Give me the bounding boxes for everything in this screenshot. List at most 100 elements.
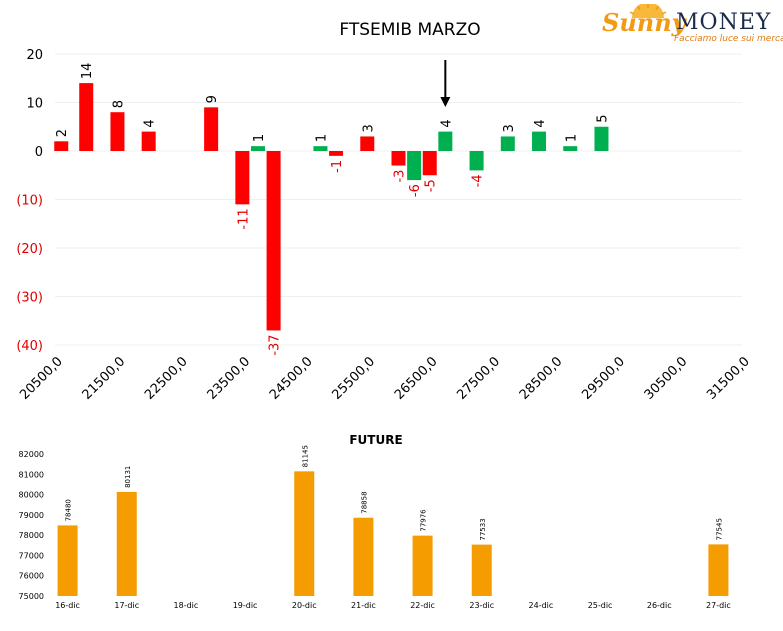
data-label: 78858 (360, 491, 368, 513)
data-label: 77976 (420, 509, 428, 532)
x-tick-label: 18-dic (174, 601, 199, 610)
x-tick-label: 27-dic (706, 601, 731, 610)
bar (438, 131, 453, 151)
sunny-money-logo: Sunny MONEY Facciamo luce sui mercati (600, 4, 783, 46)
x-tick-label: 21-dic (351, 601, 376, 610)
bar (471, 544, 492, 596)
logo-sunny-text: Sunny (602, 8, 686, 37)
data-label: 8 (111, 100, 126, 108)
bar (294, 471, 315, 596)
x-tick-label: 23500,0 (205, 354, 254, 403)
x-tick-label: 20500,0 (17, 354, 66, 403)
x-tick-label: 24-dic (529, 601, 554, 610)
options-chart: 2 14 8 4 9 -11 -37 -1 3 -3 -5 1 1 -6 4 -4 3 4 1 5 20 10 0 (10)… (16, 48, 753, 403)
data-label: -4 (471, 174, 486, 187)
x-tick-label: 25500,0 (329, 354, 378, 403)
y-tick-label: 75000 (19, 592, 44, 601)
bar (329, 151, 344, 156)
y-tick-label: 10 (26, 97, 43, 112)
x-tick-label: 26-dic (647, 601, 672, 610)
y-tick-label: 76000 (19, 572, 44, 581)
y-tick-label: 78000 (19, 531, 44, 540)
data-label: 14 (80, 63, 95, 80)
data-label: 2 (55, 129, 70, 137)
bar (54, 141, 69, 151)
bar (235, 151, 250, 205)
data-label: 77545 (715, 518, 723, 540)
x-tick-label: 25-dic (588, 601, 613, 610)
bar (79, 83, 94, 151)
sun-icon (629, 4, 667, 18)
x-tick-label: 27500,0 (454, 354, 503, 403)
y-tick-label: 0 (35, 145, 43, 160)
bar (313, 146, 328, 151)
bar (391, 151, 406, 166)
y-tick-label: 79000 (19, 511, 44, 520)
bar (204, 107, 219, 151)
bar (110, 112, 125, 151)
y-tick-label: (40) (16, 339, 43, 354)
x-tick-label: 16-dic (55, 601, 80, 610)
logo-tagline: Facciamo luce sui mercati (674, 34, 783, 44)
data-label: 80131 (124, 466, 132, 488)
bar (469, 151, 484, 171)
future-chart: FUTURE 78480 80131 81145 78858 77976 77533 775… (19, 433, 731, 610)
bar (116, 491, 137, 596)
data-label: 5 (595, 114, 610, 122)
arrow-head-icon (440, 97, 451, 107)
x-tick-label: 24500,0 (267, 354, 316, 403)
y-tick-label: 77000 (19, 551, 44, 560)
data-label: 3 (502, 124, 517, 132)
x-tick-label: 28500,0 (517, 354, 566, 403)
data-label: 4 (143, 119, 158, 127)
x-tick-label: 29500,0 (579, 354, 628, 403)
data-label: 9 (205, 95, 220, 103)
bar (141, 131, 156, 151)
y-tick-label: 20 (26, 48, 43, 63)
x-tick-label: 20-dic (292, 601, 317, 610)
bar (360, 136, 375, 151)
bar (57, 525, 78, 596)
y-tick-label: 82000 (19, 450, 44, 459)
x-tick-label: 19-dic (233, 601, 258, 610)
y-tick-label: (20) (16, 242, 43, 257)
x-tick-label: 21500,0 (80, 354, 129, 403)
chart-title: FTSEMIB MARZO (339, 20, 481, 40)
y-tick-label: 81000 (19, 470, 44, 479)
future-chart-title: FUTURE (349, 433, 402, 447)
bar (353, 517, 374, 596)
y-tick-label: (30) (16, 291, 43, 306)
x-tick-label: 22-dic (410, 601, 435, 610)
data-label: -11 (236, 208, 251, 229)
x-tick-label: 22500,0 (142, 354, 191, 403)
data-label: 77533 (479, 518, 487, 540)
data-label: 1 (564, 134, 579, 142)
bar (412, 535, 433, 596)
data-label: 4 (439, 119, 454, 127)
x-tick-label: 23-dic (469, 601, 494, 610)
data-label: 78480 (65, 499, 73, 521)
data-label: 3 (361, 124, 376, 132)
x-tick-label: 17-dic (114, 601, 139, 610)
data-label: 1 (314, 134, 329, 142)
data-label: 1 (252, 134, 267, 142)
y-tick-label: 80000 (19, 491, 44, 500)
x-tick-label: 30500,0 (642, 354, 691, 403)
data-label: -6 (408, 184, 423, 197)
bar (532, 131, 547, 151)
data-label: -3 (393, 170, 408, 183)
data-label: -37 (268, 334, 283, 355)
bar (708, 544, 729, 596)
x-tick-label: 26500,0 (392, 354, 441, 403)
bar (594, 126, 609, 151)
y-tick-label: (10) (16, 194, 43, 209)
x-tick-label: 31500,0 (704, 354, 753, 403)
data-label: -5 (424, 179, 439, 192)
data-label: -1 (330, 160, 345, 173)
bar (250, 146, 265, 151)
data-label: 81145 (301, 445, 309, 467)
logo-money-text: MONEY (676, 10, 772, 35)
bar (266, 151, 281, 331)
bar (407, 151, 422, 181)
data-label: 4 (533, 119, 548, 127)
